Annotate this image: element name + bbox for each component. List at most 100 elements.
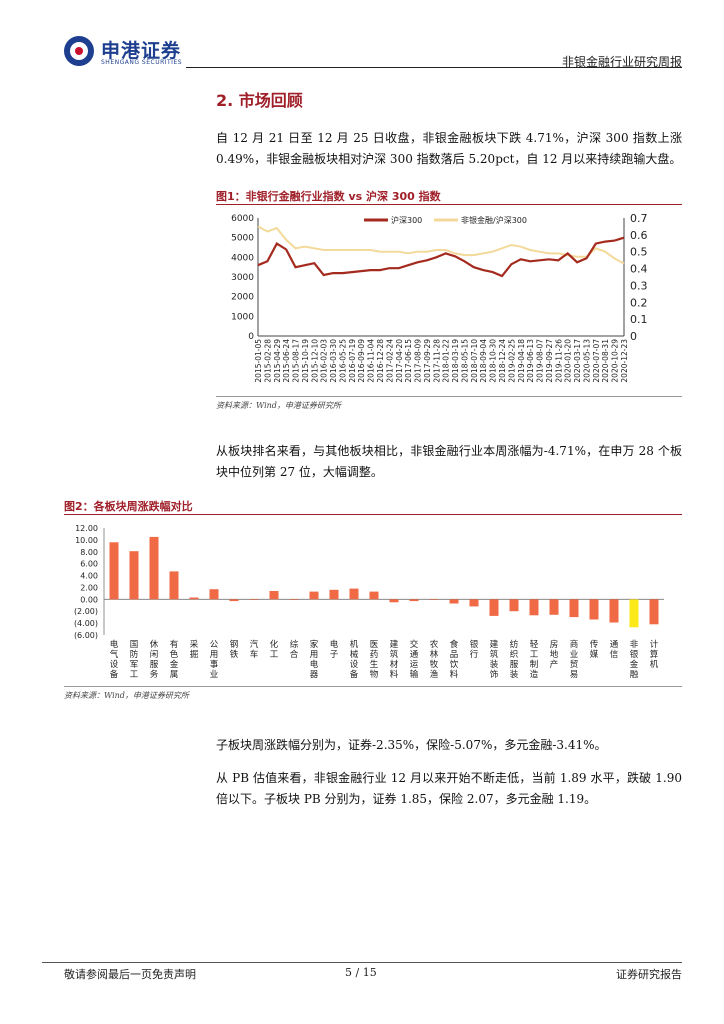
figure2-bar-chart: 12.00 10.00 8.00 6.00 4.00 2.00 0.00 (2.00) (4.0… [74, 524, 664, 680]
chart2-category-label: 金 [170, 659, 179, 670]
chart2-category-label: 色 [170, 649, 179, 660]
chart1-x-tick-label: 2019-11-26 [554, 339, 563, 383]
chart2-category-label: 器 [310, 670, 319, 680]
chart2-category-label: 机 [350, 639, 359, 650]
chart1-right-tick-label: 0.2 [630, 296, 648, 309]
chart2-category-label: 业 [210, 669, 219, 680]
chart2-category-label: 生 [370, 659, 379, 670]
chart1-right-tick-label: 0.5 [630, 246, 648, 259]
chart2-bar [189, 597, 199, 600]
chart2-category-label: 饮 [450, 659, 459, 670]
chart2-bar [249, 599, 259, 600]
section-title: 2. 市场回顾 [216, 91, 303, 110]
chart2-category-label: 林 [430, 649, 439, 660]
chart2-category-label: 车 [250, 649, 259, 660]
chart2-category-label: 牧 [430, 659, 439, 670]
chart2-bar [489, 599, 499, 616]
chart2-y-tick-label: (2.00) [74, 607, 98, 616]
footer-report-type: 证券研究报告 [616, 968, 682, 981]
chart2-category-label: 房 [550, 639, 559, 650]
chart1-x-tick-label: 2019-08-07 [536, 339, 545, 383]
header-divider [186, 67, 682, 68]
chart2-category-label: 用 [310, 650, 319, 660]
chart2-bar [109, 542, 119, 600]
chart2-category-label: 料 [450, 669, 459, 680]
chart2-category-label: 商 [570, 639, 579, 650]
chart1-x-tick-label: 2016-05-25 [338, 339, 347, 383]
chart2-bar [609, 599, 619, 623]
chart2-category-label: 产 [550, 659, 559, 670]
chart1-left-tick-label: 2000 [231, 293, 254, 303]
chart1-x-tick-label: 2019-04-18 [517, 339, 526, 383]
chart2-y-tick-label: 10.00 [75, 536, 98, 545]
chart1-x-tick-label: 2017-02-24 [385, 339, 394, 383]
chart2-category-label: 钢 [230, 639, 239, 650]
chart2-category-label: 综 [290, 639, 299, 650]
chart1-series-ratio-line [257, 225, 625, 265]
chart2-category-label: 化 [270, 639, 279, 650]
chart2-category-label: 纺 [510, 639, 519, 650]
chart2-bar [449, 599, 459, 604]
chart2-category-label: 材 [390, 659, 399, 670]
chart1-legend-hs300-label: 沪深300 [391, 215, 422, 225]
chart2-bar [149, 536, 159, 600]
chart2-y-tick-label: (4.00) [74, 619, 98, 628]
figure2-title: 图2：各板块周涨跌幅对比 [64, 500, 193, 513]
paragraph-sector-ranking: 从板块排名来看，与其他板块相比，非银金融行业本周涨幅为-4.71%，在申万 28… [216, 444, 682, 479]
chart2-category-label: 食 [450, 639, 459, 650]
chart2-category-label: 采 [190, 639, 199, 650]
chart2-category-label: 非 [630, 639, 639, 650]
chart1-x-tick-label: 2016-07-19 [348, 339, 357, 383]
chart2-category-label: 业 [570, 649, 579, 660]
chart2-y-tick-label: 6.00 [80, 560, 98, 569]
chart1-right-tick-label: 0.7 [630, 212, 648, 225]
chart1-series-hs300-line [257, 236, 625, 278]
chart2-category-label: 输 [410, 669, 419, 680]
chart1-x-tick-label: 2019-02-25 [507, 339, 516, 383]
chart2-category-label: 属 [170, 670, 179, 680]
chart2-category-label: 易 [570, 670, 579, 680]
chart1-x-tick-label: 2017-04-20 [395, 339, 404, 383]
chart1-x-tick-label: 2015-01-05 [254, 339, 263, 383]
chart2-category-label: 装 [490, 659, 499, 670]
chart2-bar [329, 589, 339, 600]
chart1-x-tick-label: 2015-08-17 [292, 339, 301, 383]
company-name-en: SHENGANG SECURITIES [101, 59, 183, 66]
chart2-category-label: 建 [490, 639, 499, 650]
chart2-category-label: 掘 [190, 649, 199, 660]
chart1-right-tick-label: 0.1 [630, 313, 648, 326]
chart1-x-tick-label: 2018-03-19 [451, 339, 460, 383]
chart1-x-tick-label: 2020-08-31 [601, 339, 610, 383]
chart1-left-tick-label: 4000 [231, 253, 254, 263]
chart1-x-tick-label: 2015-04-29 [273, 339, 282, 383]
chart2-category-label: 药 [370, 649, 379, 660]
chart2-y-tick-label: 0.00 [80, 595, 98, 604]
paragraph-pb-valuation: 从 PB 估值来看，非银金融行业 12 月以来开始不断走低，当前 1.89 水平… [216, 771, 682, 806]
chart2-category-label: 子 [330, 650, 339, 660]
chart1-x-tick-label: 2020-12-23 [620, 339, 629, 383]
chart2-category-label: 机 [650, 659, 659, 670]
company-name: 申港证券 [101, 40, 182, 62]
chart2-bar [389, 599, 399, 603]
footer-divider [42, 962, 682, 963]
chart1-x-tick-label: 2018-05-15 [460, 339, 469, 383]
chart2-category-label: 银 [470, 639, 479, 650]
chart2-category-label: 电 [310, 659, 319, 670]
chart1-x-tick-label: 2020-03-17 [573, 339, 582, 383]
chart1-right-tick-label: 0.3 [630, 279, 648, 292]
chart1-right-tick-label: 0.6 [630, 229, 648, 242]
chart2-category-label: 造 [530, 669, 539, 680]
chart2-category-label: 工 [130, 670, 139, 680]
chart2-category-label: 闲 [150, 650, 159, 660]
chart2-category-label: 交 [410, 639, 419, 650]
chart2-category-label: 渔 [430, 669, 439, 680]
chart1-x-tick-label: 2020-10-29 [611, 339, 620, 383]
chart1-x-tick-label: 2020-05-13 [582, 339, 591, 383]
chart2-category-label: 筑 [390, 649, 399, 660]
paragraph-subsector-change: 子板块周涨跌幅分别为，证券-2.35%，保险-5.07%，多元金融-3.41%。 [216, 738, 607, 752]
chart2-category-label: 传 [590, 639, 599, 650]
chart2-category-label: 计 [650, 639, 659, 650]
chart1-legend-ratio-label: 非银金融/沪深300 [461, 215, 527, 225]
report-series: 非银金融行业研究周报 [561, 55, 682, 69]
chart2-category-label: 防 [130, 649, 139, 660]
